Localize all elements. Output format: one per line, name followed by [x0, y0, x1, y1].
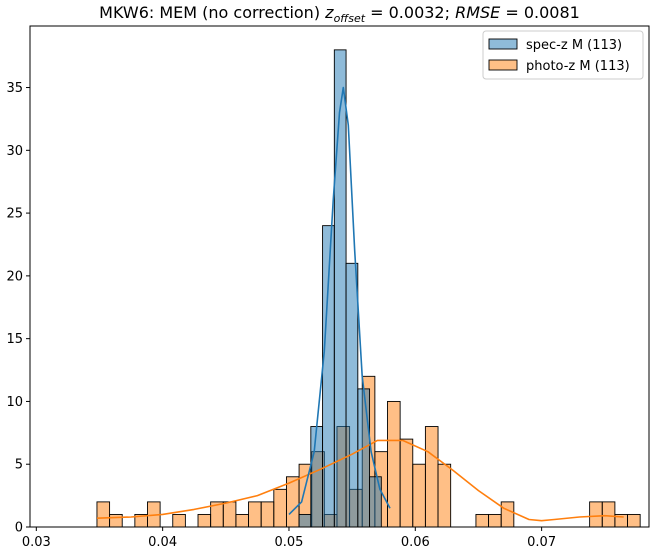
y-tick-label: 10 [6, 395, 23, 410]
histogram-bar [248, 501, 262, 528]
histogram-bar [412, 463, 426, 528]
x-tick-label: 0.07 [527, 535, 556, 550]
spec-z-bars [298, 49, 382, 528]
histogram-bar [424, 426, 439, 528]
histogram-bar [273, 488, 287, 528]
legend: spec-z M (113) photo-z M (113) [482, 30, 644, 80]
photo-z-kde-line [96, 439, 624, 522]
y-tick-label: 25 [6, 207, 23, 222]
kde-curves [96, 86, 624, 522]
histogram-bar [172, 513, 186, 528]
title-z-subscript: offset [334, 12, 366, 25]
title-z-symbol: z [324, 3, 334, 22]
y-tick-label: 30 [6, 144, 23, 159]
title-prefix: MKW6: MEM (no correction) [99, 3, 325, 22]
y-tick-label: 5 [15, 458, 23, 473]
histogram-bar [333, 49, 347, 528]
x-tick-label: 0.04 [148, 535, 177, 550]
histogram-bar [488, 513, 502, 528]
histogram-bar [310, 426, 324, 528]
histogram-bar [589, 501, 603, 528]
x-tick-label: 0.06 [401, 535, 430, 550]
y-tick-label: 0 [15, 521, 23, 536]
histogram-bar [285, 476, 300, 528]
spec-z-kde-line [288, 86, 391, 515]
legend-swatch [488, 59, 518, 71]
title-rmse-value: = 0.0081 [500, 3, 580, 22]
y-axis: 0 5 10 15 20 25 30 35 [6, 81, 30, 536]
legend-label: spec-z M (113) [526, 38, 622, 53]
x-axis: 0.03 0.04 0.05 0.06 0.07 [22, 527, 556, 550]
x-tick-label: 0.05 [274, 535, 303, 550]
histogram-bar [197, 513, 212, 528]
histogram-bar [260, 501, 275, 528]
y-tick-label: 35 [6, 81, 23, 96]
histogram-bar [345, 262, 359, 528]
histogram-bar [235, 513, 249, 528]
title-rmse-symbol: RMSE [455, 3, 501, 22]
histogram-bar [601, 501, 616, 528]
chart-title: MKW6: MEM (no correction) zoffset = 0.00… [99, 3, 580, 25]
x-tick-label: 0.03 [22, 535, 51, 550]
legend-box [482, 30, 644, 80]
histogram-bar [475, 513, 490, 528]
histogram-bar [96, 501, 111, 528]
histogram-bar [627, 513, 641, 528]
title-z-value: = 0.0032; [365, 3, 455, 22]
histogram-bar [437, 463, 452, 528]
histogram-bar [399, 438, 414, 528]
histogram-bar [109, 513, 123, 528]
legend-label: photo-z M (113) [526, 59, 630, 74]
histogram-bar [500, 501, 515, 528]
plot-frame [29, 25, 650, 528]
histogram-bar [357, 388, 371, 528]
legend-swatch [488, 38, 518, 50]
y-tick-label: 15 [6, 332, 23, 347]
y-tick-label: 20 [6, 269, 23, 284]
histogram-bar [222, 501, 237, 528]
histogram-bar [298, 513, 312, 528]
